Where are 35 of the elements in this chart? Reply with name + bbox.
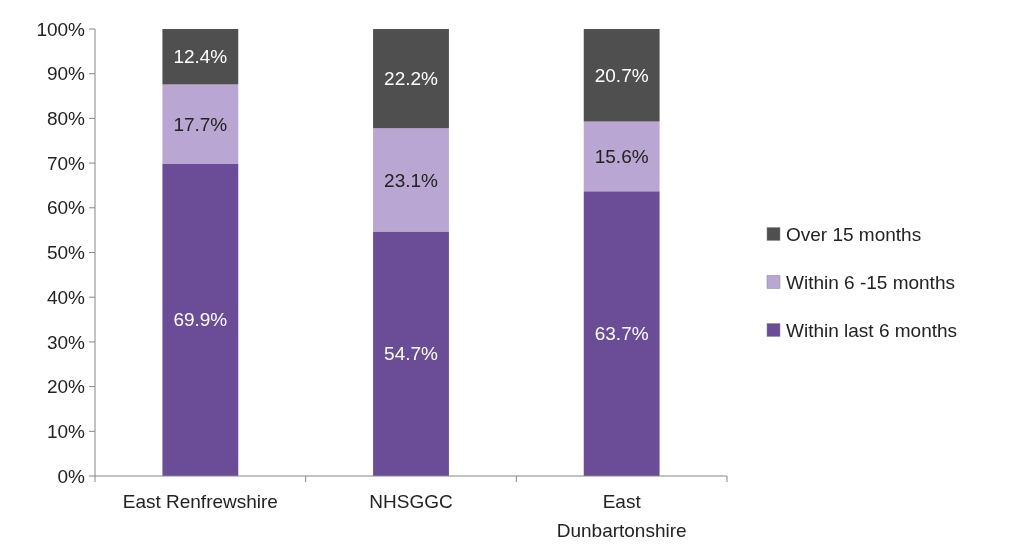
y-tick-label: 90% xyxy=(46,63,86,85)
x-tick-label: East Dunbartonshire xyxy=(556,491,687,541)
x-tick-label: East Renfrewshire xyxy=(122,491,278,512)
y-tick-label: 20% xyxy=(46,376,86,398)
bar xyxy=(373,128,449,232)
data-label: 22.2% xyxy=(384,68,439,90)
data-label: 15.6% xyxy=(594,146,649,168)
y-tick-label: 50% xyxy=(46,242,86,264)
bar xyxy=(583,191,660,476)
data-label: 54.7% xyxy=(384,343,439,365)
bar xyxy=(373,29,449,129)
bar xyxy=(373,231,449,476)
bar xyxy=(583,29,660,122)
y-tick-label: 40% xyxy=(46,286,86,308)
legend-label: Within last 6 months xyxy=(786,320,958,342)
x-tick-label: NHSGGC xyxy=(369,491,453,512)
bar xyxy=(162,84,239,164)
y-tick-label: 80% xyxy=(46,108,86,130)
bar xyxy=(583,121,660,192)
y-tick-label: 0% xyxy=(57,465,86,487)
data-label: 17.7% xyxy=(173,113,228,135)
data-label: 23.1% xyxy=(384,169,439,191)
y-tick-label: 60% xyxy=(46,197,86,219)
data-label: 20.7% xyxy=(594,64,649,86)
y-tick-label: 30% xyxy=(46,331,86,353)
data-label: 63.7% xyxy=(594,323,649,345)
y-tick-label: 10% xyxy=(46,420,86,442)
legend-label: Over 15 months xyxy=(786,224,922,246)
bar xyxy=(162,29,239,85)
y-tick-label: 100% xyxy=(36,18,86,40)
legend-label: Within 6 -15 months xyxy=(786,272,955,294)
data-label: 69.9% xyxy=(173,309,228,331)
data-label: 12.4% xyxy=(173,46,228,68)
bar xyxy=(162,163,239,476)
y-tick-label: 70% xyxy=(46,152,86,174)
